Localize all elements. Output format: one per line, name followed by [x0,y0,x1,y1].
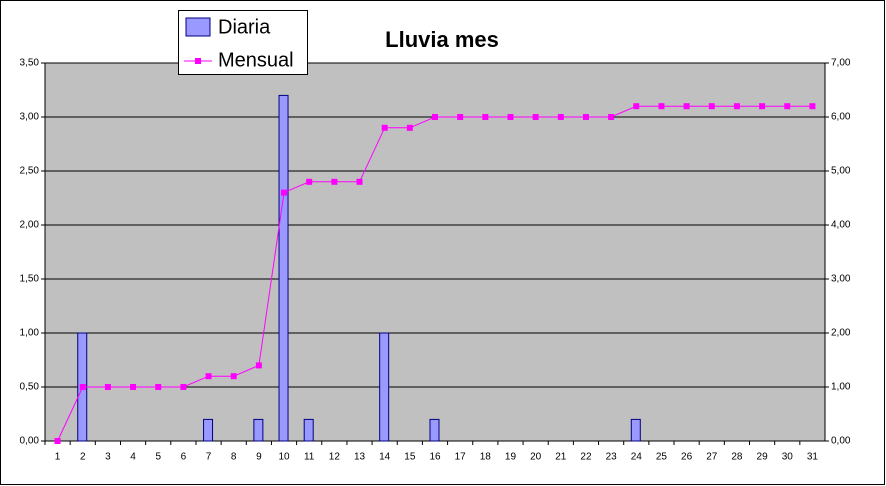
marker [708,103,715,110]
marker [784,103,791,110]
x-tick-label: 19 [505,452,517,463]
marker [633,103,640,110]
y-tick-label: 0,50 [20,382,40,393]
x-tick-label: 26 [681,452,693,463]
y-tick-label: 1,00 [20,328,40,339]
x-tick-label: 3 [105,452,111,463]
x-tick-label: 13 [354,452,366,463]
plot-area [44,62,826,442]
marker [683,103,690,110]
x-tick-label: 25 [656,452,668,463]
x-tick-label: 21 [555,452,567,463]
bar [253,418,264,442]
y2-tick-label: 3,00 [831,274,851,285]
x-tick-label: 28 [731,452,743,463]
x-tick-label: 2 [80,452,86,463]
x-tick-label: 5 [155,452,161,463]
y-tick-label: 2,00 [20,220,40,231]
x-tick-label: 7 [206,452,212,463]
x-tick-label: 31 [807,452,819,463]
bar [429,418,440,442]
marker [356,178,363,185]
x-tick-label: 27 [706,452,718,463]
x-tick-label: 11 [304,452,315,463]
y-tick-label: 2,50 [20,166,40,177]
marker [381,124,388,131]
legend-marker [195,58,201,64]
x-tick-label: 29 [757,452,769,463]
marker [255,362,262,369]
x-tick-label: 24 [631,452,643,463]
bar [379,332,390,442]
y2-tick-label: 2,00 [831,328,851,339]
marker [482,114,489,120]
y-tick-label: 3,00 [20,112,40,123]
y-tick-label: 0,00 [20,436,40,447]
x-tick-label: 30 [782,452,794,463]
marker [230,373,237,380]
y2-tick-label: 4,00 [831,220,851,231]
marker [155,384,162,390]
y-tick-label: 1,50 [20,274,40,285]
marker [532,114,539,120]
marker [582,114,589,120]
marker [205,373,212,380]
marker [507,114,514,120]
y2-tick-label: 0,00 [831,436,851,447]
x-tick-label: 15 [404,452,416,463]
marker [733,103,740,110]
legend-label: Diaria [218,16,271,38]
marker [608,114,615,120]
marker [457,114,464,120]
x-tick-label: 22 [580,452,592,463]
marker [331,178,338,185]
bar [303,418,314,442]
marker [281,189,288,196]
x-tick-label: 9 [256,452,262,463]
x-tick-label: 18 [480,452,492,463]
y-tick-label: 3,50 [20,58,40,69]
marker [432,114,438,120]
y2-tick-label: 7,00 [831,58,851,69]
x-tick-label: 16 [429,452,441,463]
bar [278,94,289,442]
x-tick-label: 1 [55,452,61,463]
x-tick-label: 6 [181,452,187,463]
marker [406,124,413,131]
bar [630,418,641,442]
marker [759,103,766,110]
legend-swatch [185,17,211,37]
x-tick-label: 10 [278,452,290,463]
x-tick-label: 12 [329,452,341,463]
marker [658,103,665,110]
marker [306,178,313,185]
y2-tick-label: 6,00 [831,112,851,123]
x-tick-label: 8 [231,452,237,463]
bar [203,418,214,442]
marker [104,384,111,390]
x-tick-label: 20 [530,452,542,463]
legend-label: Mensual [218,49,294,71]
x-tick-label: 14 [379,452,391,463]
marker [79,384,86,390]
y2-tick-label: 5,00 [831,166,851,177]
marker [557,114,564,120]
marker [130,384,137,390]
marker [180,384,187,390]
x-tick-label: 4 [130,452,136,463]
x-tick-label: 23 [606,452,618,463]
marker [54,438,61,444]
marker [809,103,816,110]
chart-title: Lluvia mes [385,27,499,52]
y2-tick-label: 1,00 [831,382,851,393]
x-tick-label: 17 [455,452,467,463]
